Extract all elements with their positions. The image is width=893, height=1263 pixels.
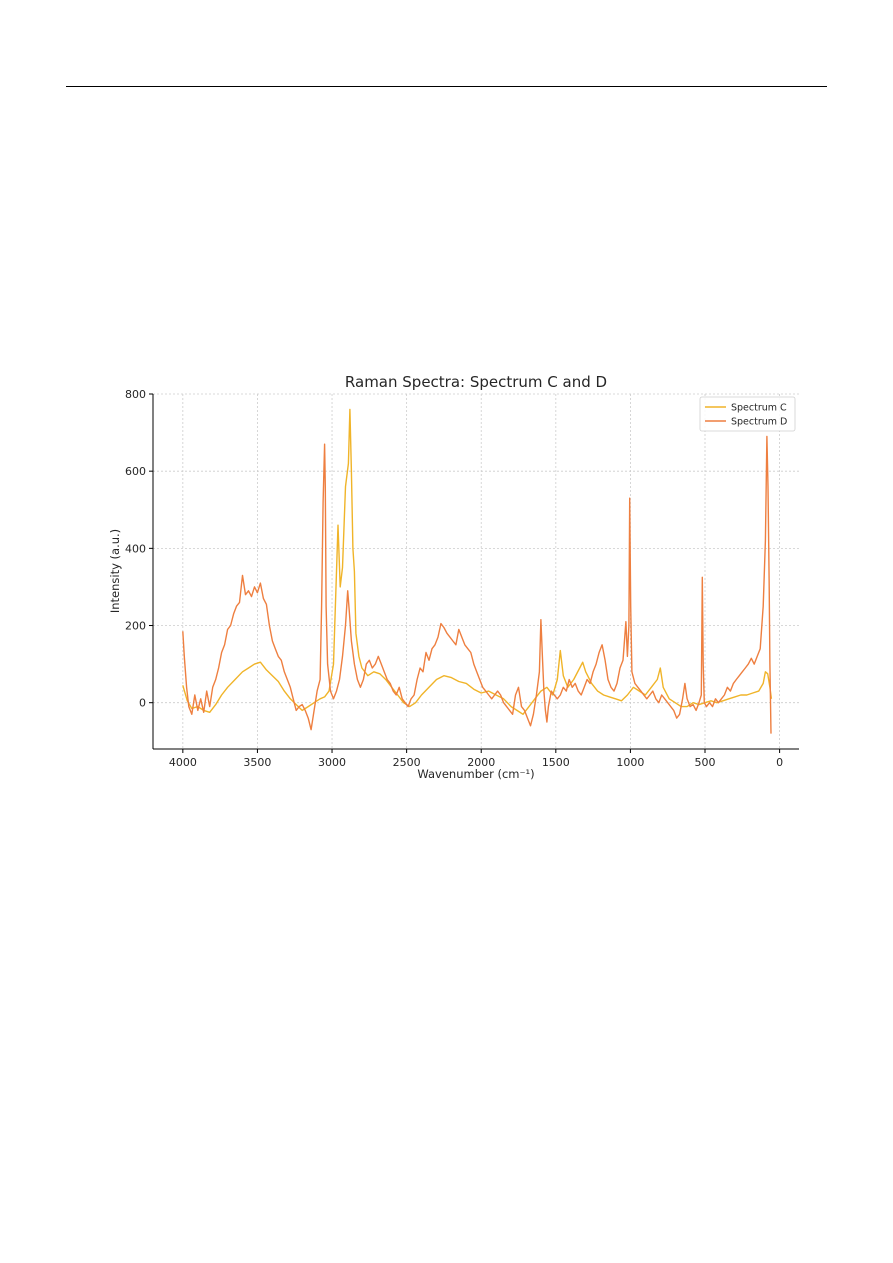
series-line-spectrum-d bbox=[182, 435, 772, 734]
x-tick-label: 1500 bbox=[542, 756, 570, 769]
y-tick-label: 200 bbox=[125, 620, 146, 633]
x-tick-label: 3500 bbox=[243, 756, 271, 769]
y-axis-label: Intensity (a.u.) bbox=[108, 529, 122, 613]
legend-label: Spectrum C bbox=[731, 403, 787, 414]
legend: Spectrum C Spectrum D bbox=[699, 396, 796, 432]
y-tick-label: 0 bbox=[139, 697, 146, 710]
legend-label: Spectrum D bbox=[731, 417, 787, 428]
axes bbox=[152, 394, 799, 750]
chart-title: Raman Spectra: Spectrum C and D bbox=[345, 373, 607, 391]
x-tick-label: 2000 bbox=[467, 756, 495, 769]
y-tick-label: 800 bbox=[125, 388, 146, 401]
page-top-rule bbox=[66, 86, 827, 87]
x-tick-label: 500 bbox=[695, 756, 716, 769]
ticks: 4000 3500 3000 2500 2000 1500 1000 500 0 0 200 400 6… bbox=[125, 388, 783, 769]
x-tick-label: 3000 bbox=[318, 756, 346, 769]
x-tick-label: 4000 bbox=[169, 756, 197, 769]
x-tick-label: 0 bbox=[776, 756, 783, 769]
y-tick-label: 600 bbox=[125, 465, 146, 478]
series-lines bbox=[182, 408, 773, 734]
grid bbox=[153, 393, 799, 749]
y-tick-label: 400 bbox=[125, 542, 146, 555]
series-line-spectrum-c bbox=[182, 408, 773, 715]
x-axis-label: Wavenumber (cm⁻¹) bbox=[417, 767, 534, 781]
x-tick-label: 1000 bbox=[616, 756, 644, 769]
legend-box bbox=[699, 396, 796, 432]
x-tick-label: 2500 bbox=[393, 756, 421, 769]
